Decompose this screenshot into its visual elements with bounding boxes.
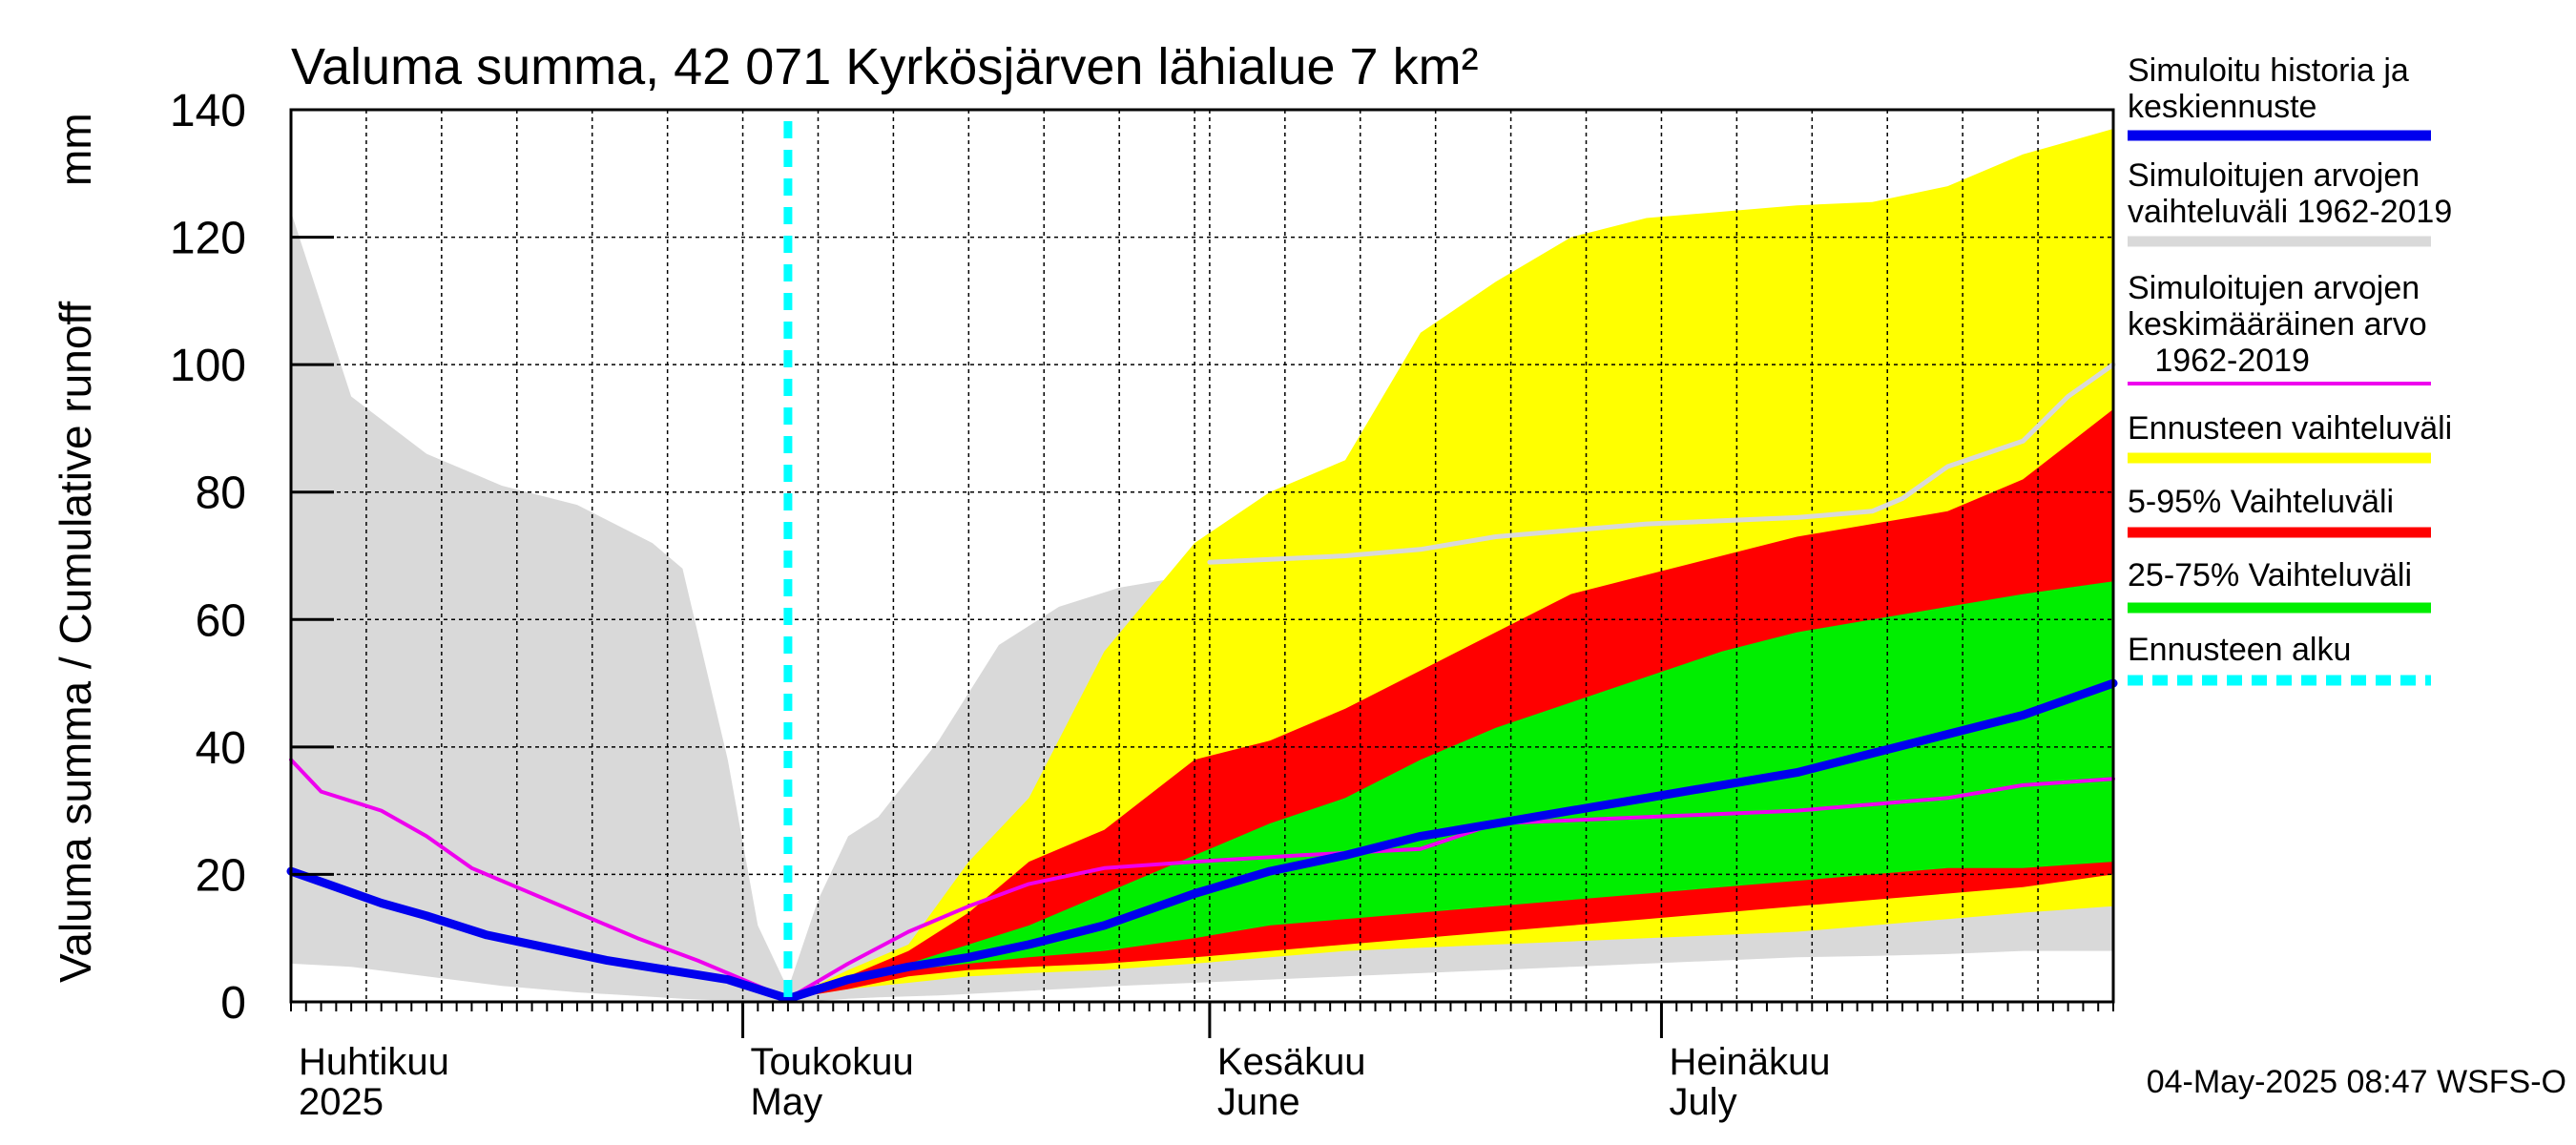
y-tick-label: 100	[170, 341, 246, 391]
footer-timestamp: 04-May-2025 08:47 WSFS-O	[2147, 1064, 2566, 1100]
median-line	[286, 678, 2118, 1004]
mean-line	[289, 758, 2115, 1001]
legend-label: Ennusteen vaihteluväli	[2128, 410, 2452, 447]
legend-entry: 25-75% Vaihteluväli	[2128, 557, 2431, 614]
plot-frame	[289, 108, 2115, 1004]
legend-label: vaihteluväli 1962-2019	[2128, 194, 2452, 230]
x-month-sublabel: 2025	[299, 1081, 384, 1123]
legend-label: keskiennuste	[2128, 89, 2316, 125]
legend-label: Simuloitujen arvojen	[2128, 270, 2420, 306]
legend-label: Simuloitu historia ja	[2128, 52, 2409, 89]
x-month-label: Kesäkuu	[1217, 1041, 1366, 1083]
y-axis-unit: mm	[51, 113, 100, 186]
plot-lines	[286, 121, 2118, 1004]
mean-continuation-line	[1207, 362, 2116, 565]
legend-label: 1962-2019	[2128, 343, 2310, 379]
legend-label: Ennusteen alku	[2128, 632, 2351, 668]
x-month-sublabel: June	[1217, 1081, 1300, 1123]
y-tick-label: 40	[196, 723, 246, 774]
legend-entry: Ennusteen alku	[2128, 632, 2431, 686]
x-month-label: Toukokuu	[751, 1041, 914, 1083]
y-tick-label: 60	[196, 595, 246, 646]
p25-75-range-area	[787, 581, 2113, 999]
y-axis: 0 20 40 60 80 100 120 140	[170, 86, 334, 1029]
legend-label: 5-95% Vaihteluväli	[2128, 484, 2394, 520]
x-month-sublabel: July	[1669, 1081, 1736, 1123]
y-tick-label: 0	[220, 978, 246, 1029]
y-tick-label: 20	[196, 850, 246, 901]
x-month-sublabel: May	[751, 1081, 823, 1123]
y-axis-label: Valuma summa / Cumulative runoff	[51, 302, 100, 983]
y-tick-label: 140	[170, 86, 246, 136]
y-tick-label: 120	[170, 214, 246, 264]
legend-label: Simuloitujen arvojen	[2128, 157, 2420, 194]
legend-entry: Ennusteen vaihteluväli	[2128, 410, 2452, 464]
plot-areas	[291, 129, 2113, 1002]
legend-label: keskimääräinen arvo	[2128, 306, 2427, 343]
x-month-label: Huhtikuu	[299, 1041, 449, 1083]
x-month-label: Heinäkuu	[1669, 1041, 1830, 1083]
legend: Simuloitu historia jakeskiennusteSimuloi…	[2128, 52, 2452, 686]
y-tick-label: 80	[196, 468, 246, 519]
legend-label: 25-75% Vaihteluväli	[2128, 557, 2412, 593]
chart-title: Valuma summa, 42 071 Kyrkösjärven lähial…	[291, 38, 1479, 95]
legend-entry: 5-95% Vaihteluväli	[2128, 484, 2431, 538]
